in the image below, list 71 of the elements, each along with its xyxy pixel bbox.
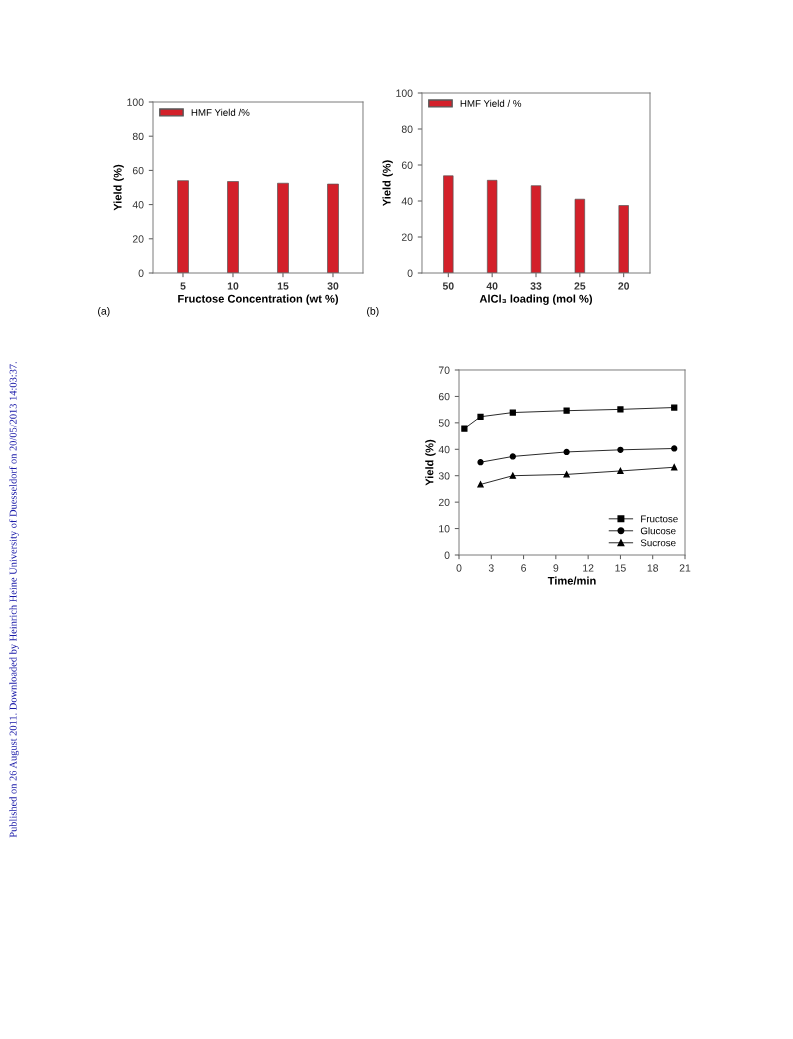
y-tick-label: 20 bbox=[132, 235, 144, 243]
bar bbox=[443, 175, 454, 273]
legend-label: Sucrose bbox=[640, 539, 676, 547]
point bbox=[509, 472, 516, 479]
y-tick-label: 60 bbox=[132, 166, 144, 175]
point bbox=[671, 404, 678, 411]
legend-label: HMF Yield /% bbox=[191, 108, 250, 116]
point bbox=[477, 481, 484, 488]
y-tick-label: 80 bbox=[132, 132, 144, 141]
x-tick-label: 3 bbox=[488, 564, 494, 572]
y-axis-title: Yield (%) bbox=[113, 164, 124, 211]
point bbox=[563, 471, 570, 478]
bar bbox=[574, 198, 586, 273]
point bbox=[461, 425, 468, 432]
bar bbox=[486, 179, 498, 273]
y-tick-label: 50 bbox=[438, 419, 450, 427]
y-tick-label: 20 bbox=[401, 233, 413, 241]
point bbox=[477, 459, 484, 466]
x-tick-label: 33 bbox=[530, 282, 542, 290]
x-tick-label: 12 bbox=[583, 564, 594, 572]
point bbox=[563, 448, 570, 456]
y-tick-label: 100 bbox=[127, 98, 144, 106]
x-tick-label: 9 bbox=[553, 564, 559, 572]
point bbox=[617, 406, 624, 413]
legend-label: HMF Yield / % bbox=[460, 99, 522, 107]
x-tick-label: 30 bbox=[327, 282, 339, 290]
point bbox=[477, 413, 484, 420]
y-tick-label: 40 bbox=[401, 197, 413, 205]
y-tick-label: 0 bbox=[138, 269, 144, 277]
y-tick-label: 10 bbox=[439, 525, 450, 533]
x-tick-label: 10 bbox=[227, 282, 239, 290]
x-tick-label: 5 bbox=[180, 282, 186, 290]
point bbox=[563, 407, 570, 414]
x-tick-label: 15 bbox=[277, 282, 289, 290]
point bbox=[671, 464, 678, 471]
x-tick-label: 21 bbox=[679, 564, 691, 572]
y-tick-label: 20 bbox=[438, 498, 450, 507]
x-axis-title: AlCl₃ loading (mol %) bbox=[479, 294, 593, 305]
y-axis-title: Yield (%) bbox=[425, 439, 436, 486]
text: Published on 26 August 2011. Downloaded by Heinrich Heine University of Duesseldorf on 20/05/2013 14:03:37. bbox=[9, 361, 19, 838]
y-tick-label: 0 bbox=[444, 551, 450, 559]
y-tick-label: 40 bbox=[132, 201, 144, 209]
x-axis-title: Time/min bbox=[547, 576, 596, 585]
x-axis-title: Fructose Concentration (wt %) bbox=[178, 294, 339, 305]
bar bbox=[618, 205, 629, 273]
y-axis-title: Yield (%) bbox=[382, 160, 393, 207]
x-tick-label: 0 bbox=[456, 564, 462, 572]
point bbox=[617, 446, 624, 453]
y-tick-label: 60 bbox=[401, 161, 413, 169]
point bbox=[671, 445, 678, 452]
y-tick-label: 80 bbox=[401, 125, 413, 133]
x-tick-label: 25 bbox=[574, 282, 586, 290]
y-tick-label: 100 bbox=[396, 89, 413, 97]
x-tick-label: 15 bbox=[615, 564, 626, 572]
x-tick-label: 20 bbox=[618, 282, 630, 290]
y-tick-label: 0 bbox=[407, 269, 413, 277]
legend-label: Glucose bbox=[640, 527, 676, 535]
point bbox=[509, 409, 516, 416]
text: (b) bbox=[367, 307, 379, 317]
y-tick-label: 70 bbox=[438, 366, 450, 374]
x-tick-label: 6 bbox=[521, 564, 527, 572]
point bbox=[509, 453, 516, 460]
text: (a) bbox=[98, 307, 110, 317]
x-tick-label: 40 bbox=[486, 282, 498, 290]
y-tick-label: 60 bbox=[438, 392, 450, 401]
y-tick-label: 40 bbox=[438, 445, 450, 454]
x-tick-label: 18 bbox=[647, 564, 659, 572]
point bbox=[617, 467, 624, 475]
y-tick-label: 30 bbox=[438, 472, 450, 480]
bar bbox=[530, 185, 542, 273]
legend-label: Fructose bbox=[641, 515, 678, 523]
